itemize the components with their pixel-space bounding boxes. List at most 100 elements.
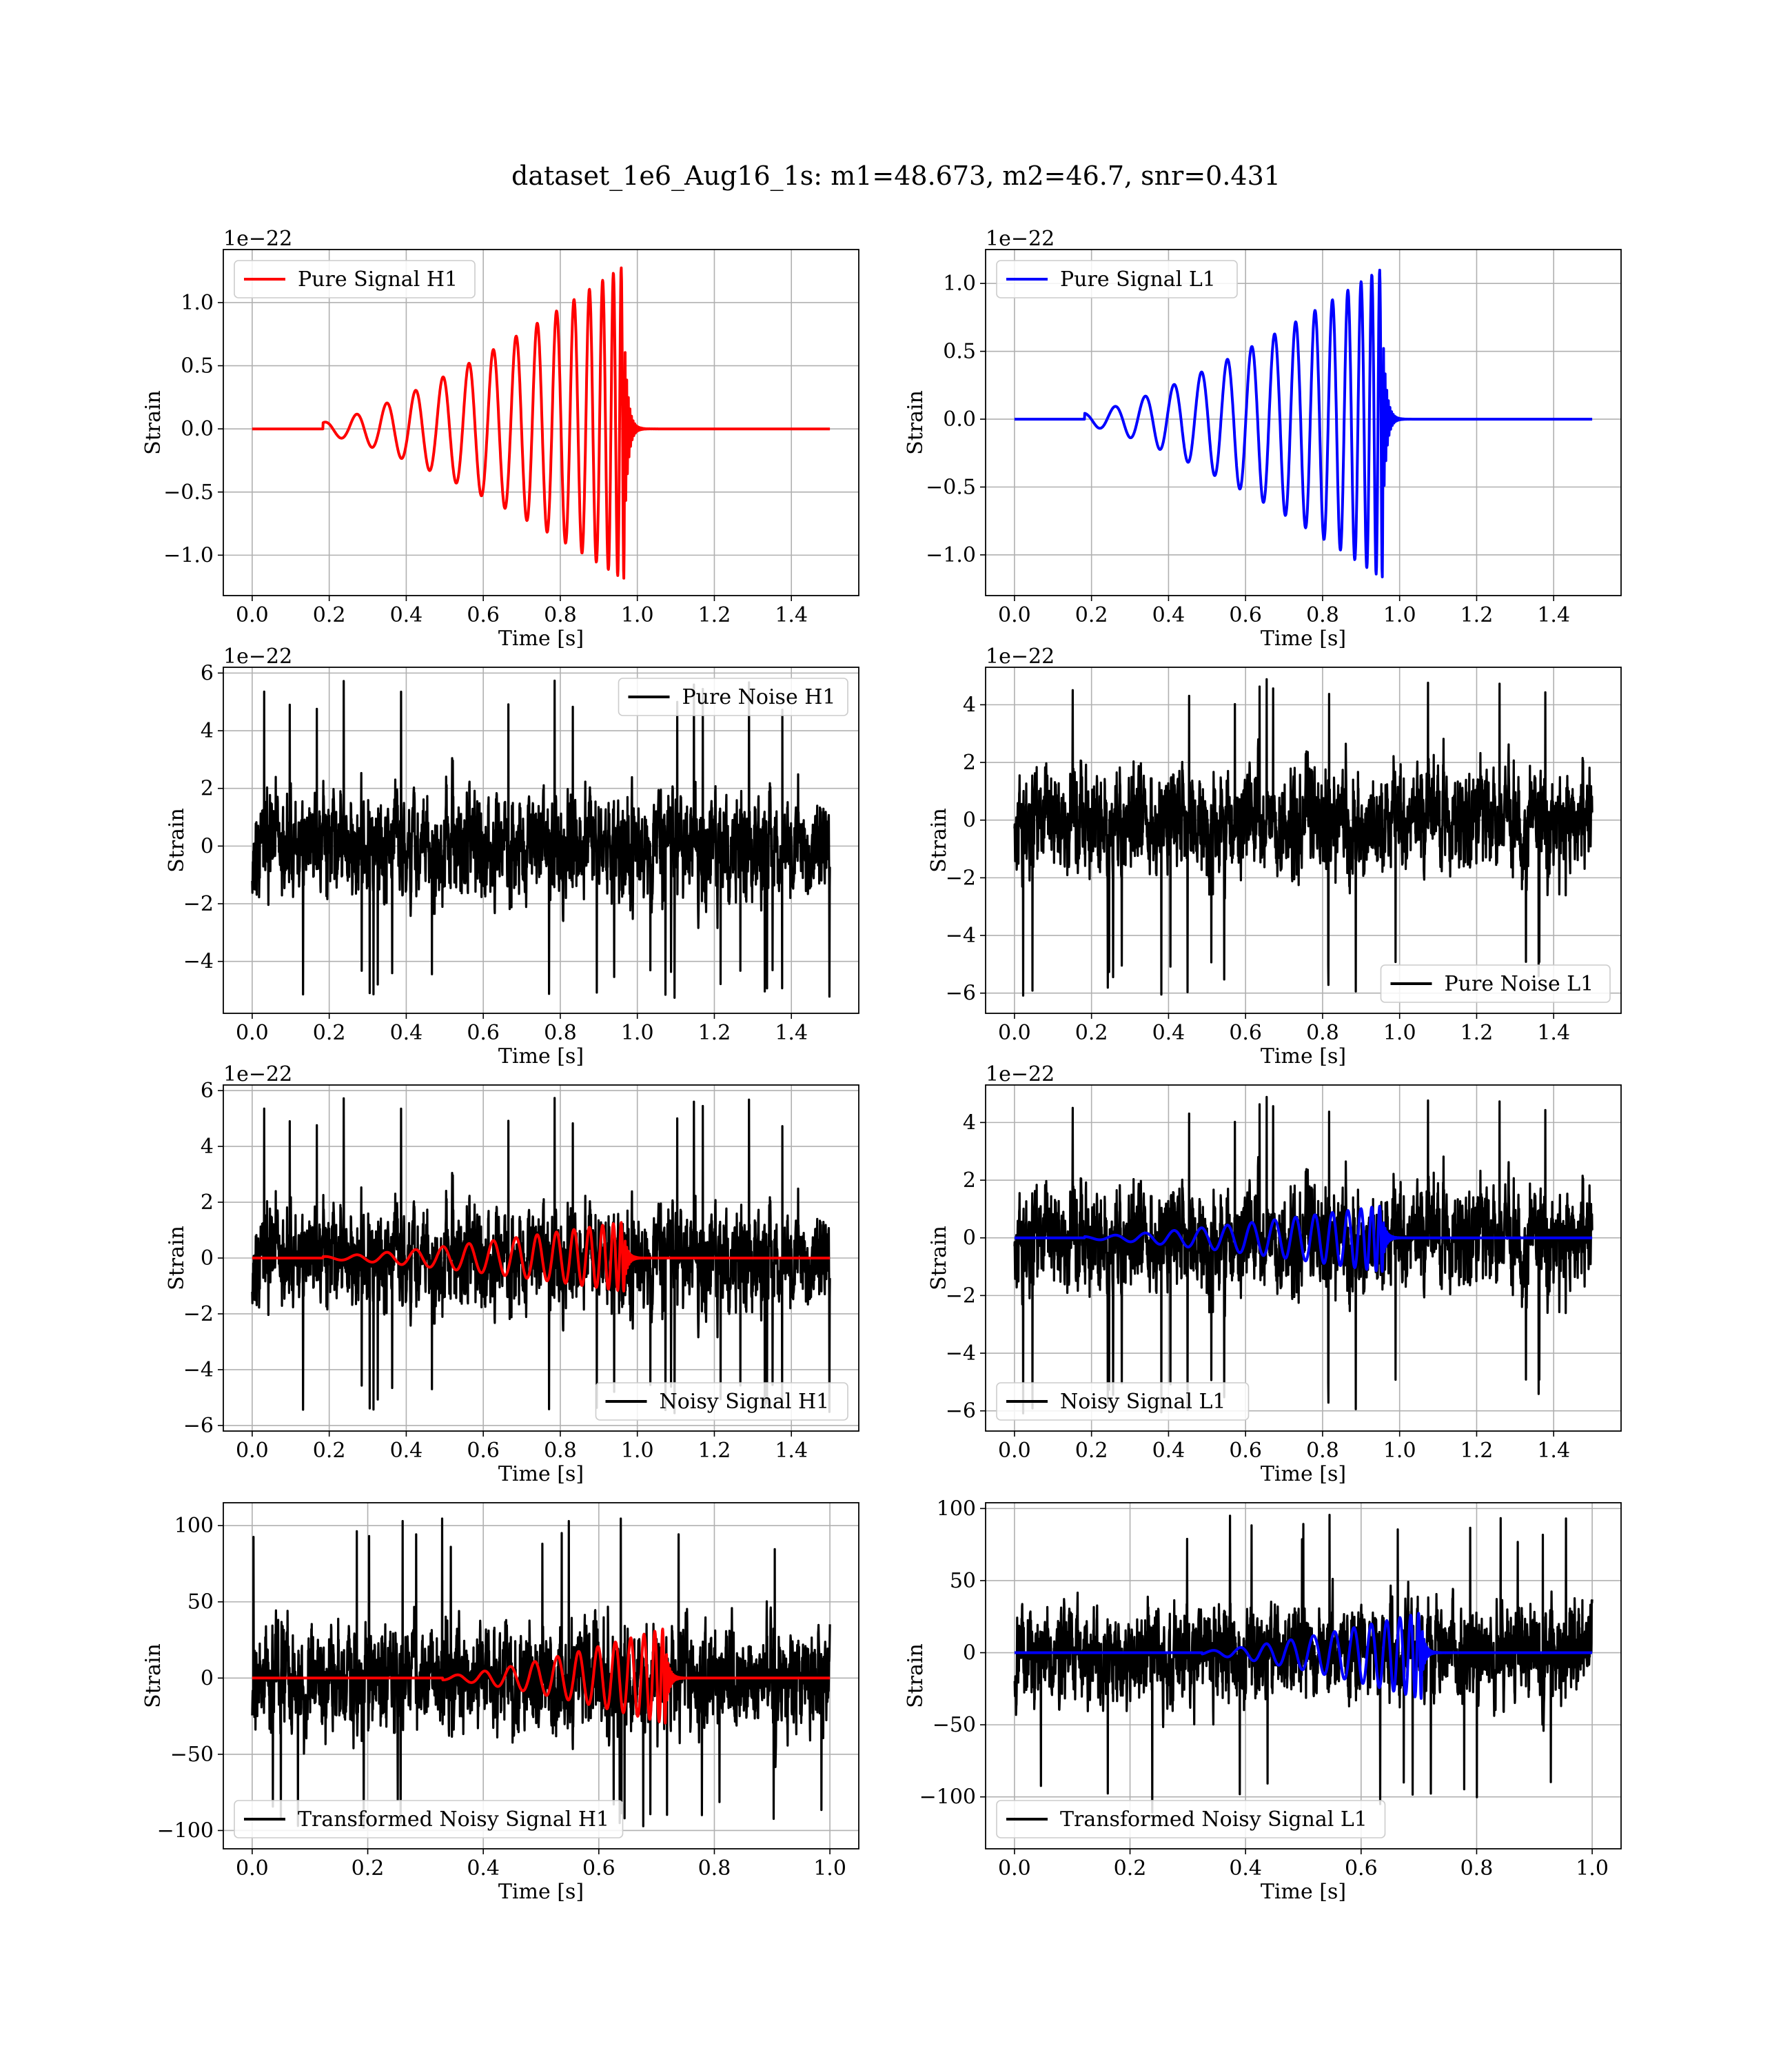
x-tick-label: 0.8 [1306,1021,1339,1045]
legend: Pure Noise L1 [1380,964,1611,1003]
legend: Transformed Noisy Signal L1 [996,1800,1386,1838]
legend-label: Pure Noise L1 [1445,972,1594,996]
legend-frame [595,1382,848,1421]
series-line-noisy-signal-l1 [1013,1095,1594,1415]
y-tick-label: −50 [933,1713,976,1737]
y-tick-label: −2 [183,892,214,916]
y-tick-label: 4 [963,1111,976,1135]
y-tick-label: −4 [946,1341,976,1366]
legend-frame [1380,964,1611,1003]
x-axis-label: Time [s] [1261,1044,1346,1068]
legend-frame [996,1382,1250,1421]
x-tick-label: 1.0 [813,1856,846,1881]
subplot-transformed-noisy-signal-h1: 0.0 0.2 0.4 0.6 0.8 1.0 −100 −50 0 50 100 Time [s] S… [141,1502,859,1904]
y-tick-label: 4 [963,693,976,717]
x-tick-label: 0.0 [236,603,269,627]
x-tick-label: 0.6 [467,603,500,627]
y-tick-label: −100 [157,1818,214,1843]
legend-label: Pure Signal L1 [1060,267,1216,292]
subplot-noisy-signal-h1: 0.0 0.2 0.4 0.6 0.8 1.0 1.2 1.4 −6 −4 −2 0 2 4 6 Time [… [165,1062,859,1486]
legend-frame [996,260,1238,298]
y-axis-label: Strain [904,390,928,455]
series-line-noisy-signal-h1 [251,1097,831,1415]
x-tick-label: 0.2 [1075,603,1108,627]
y-tick-label: 0.0 [943,407,976,432]
subplot-pure-noise-h1: 0.0 0.2 0.4 0.6 0.8 1.0 1.2 1.4 −4 −2 0 2 4 6 Time [s]… [165,645,859,1068]
x-tick-label: 0.2 [313,1021,346,1045]
subplot-pure-noise-l1: 0.0 0.2 0.4 0.6 0.8 1.0 1.2 1.4 −6 −4 −2 0 2 4 Time [s… [927,645,1622,1068]
x-tick-label: 1.0 [621,603,654,627]
x-tick-label: 1.2 [698,1439,731,1463]
y-tick-label: −4 [946,924,976,948]
y-tick-label: 0 [201,1666,214,1690]
x-tick-label: 1.4 [1537,1021,1570,1045]
series-line-signal-1 [251,1221,831,1292]
series-line-pure-noise-l1 [1013,678,1594,997]
y-tick-label: 6 [201,1079,214,1103]
x-tick-label: 0.8 [698,1856,731,1881]
series-line-pure-signal-l1 [1013,268,1594,578]
x-tick-label: 0.6 [582,1856,615,1881]
x-tick-label: 1.0 [1383,603,1416,627]
axes-frame [985,249,1622,596]
x-tick-label: 1.2 [698,1021,731,1045]
y-tick-label: 4 [201,719,214,743]
x-tick-label: 0.8 [544,1439,577,1463]
axes-frame [223,1502,859,1849]
x-tick-label: 0.6 [1229,1439,1262,1463]
x-tick-label: 1.0 [1576,1856,1609,1881]
series-line-signal-1 [251,1628,831,1725]
subplot-pure-signal-l1: 0.0 0.2 0.4 0.6 0.8 1.0 1.2 1.4 −1.0 −0.5 0.0 0.5 1.… [904,227,1622,651]
axes-frame [223,667,859,1014]
subplot-transformed-noisy-signal-l1: 0.0 0.2 0.4 0.6 0.8 1.0 −100 −50 0 50 100 Time [s] S… [904,1497,1622,1904]
legend-frame [618,678,848,716]
y-axis-label: Strain [165,808,189,873]
series-line-signal-1 [1013,1204,1594,1273]
series-line-transformed-noisy-signal-h1 [251,1517,831,1829]
axes-frame [985,1084,1622,1432]
x-tick-label: 0.2 [1075,1439,1108,1463]
y-tick-label: 6 [201,661,214,685]
x-tick-label: 0.4 [390,1439,423,1463]
y-tick-label: 50 [187,1590,214,1614]
x-axis-label: Time [s] [498,1880,584,1904]
y-tick-label: 0.5 [943,340,976,364]
y-tick-label: 100 [937,1497,976,1521]
x-tick-label: 0.2 [352,1856,385,1881]
y-tick-label: −2 [946,866,976,890]
x-tick-label: 0.0 [236,1021,269,1045]
x-axis-label: Time [s] [1261,1462,1346,1486]
x-tick-label: 1.4 [775,1439,808,1463]
legend: Transformed Noisy Signal H1 [234,1800,624,1838]
x-tick-label: 0.4 [1152,603,1185,627]
y-tick-label: −2 [183,1302,214,1326]
x-tick-label: 0.2 [1114,1856,1147,1881]
legend-frame [234,1800,624,1838]
x-axis-label: Time [s] [1261,1880,1346,1904]
legend: Pure Noise H1 [618,678,848,716]
y-tick-label: −100 [919,1785,976,1810]
x-tick-label: 0.8 [1306,1439,1339,1463]
x-tick-label: 0.4 [390,603,423,627]
x-tick-label: 0.8 [1306,603,1339,627]
x-tick-label: 1.2 [698,603,731,627]
x-tick-label: 0.6 [1229,603,1262,627]
legend-label: Transformed Noisy Signal H1 [298,1807,609,1832]
axis-offset-text: 1e−22 [223,1062,292,1086]
x-tick-label: 0.4 [390,1021,423,1045]
x-tick-label: 0.6 [467,1021,500,1045]
legend: Noisy Signal H1 [595,1382,848,1421]
axes-frame [223,249,859,596]
y-tick-label: −2 [946,1284,976,1308]
axis-offset-text: 1e−22 [223,645,292,669]
y-tick-label: 100 [174,1514,214,1538]
series-line-pure-noise-h1 [251,679,831,999]
series-line-transformed-noisy-signal-l1 [1013,1514,1594,1814]
legend-label: Noisy Signal H1 [660,1390,830,1414]
y-tick-label: −1.0 [163,543,214,567]
y-tick-label: −1.0 [926,543,976,567]
y-tick-label: −0.5 [163,480,214,505]
y-tick-label: 2 [201,777,214,801]
x-tick-label: 1.0 [1383,1021,1416,1045]
